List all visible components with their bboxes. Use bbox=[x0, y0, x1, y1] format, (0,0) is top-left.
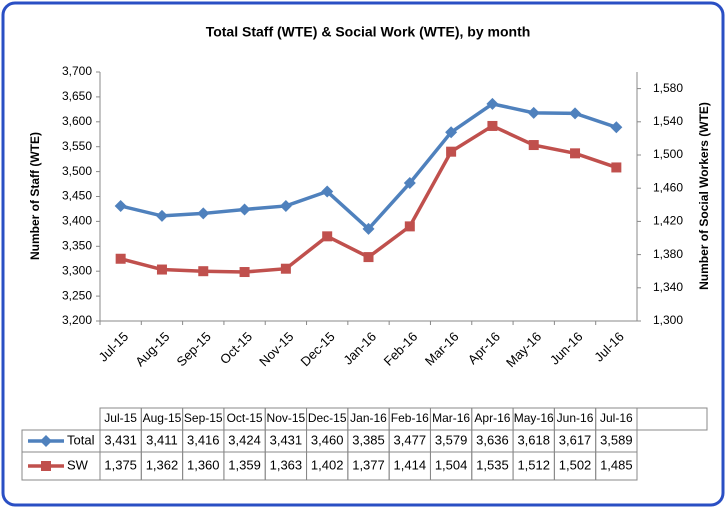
y-tick-label: 3,400 bbox=[62, 214, 92, 228]
table-header: Jul-16 bbox=[600, 411, 633, 425]
data-point bbox=[445, 126, 458, 139]
y2-tick-label: 1,300 bbox=[653, 313, 683, 327]
table-value: 1,414 bbox=[394, 457, 427, 472]
y-tick-label: 3,350 bbox=[62, 238, 92, 252]
data-point bbox=[570, 148, 581, 159]
data-point bbox=[404, 221, 415, 232]
y2-tick-label: 1,500 bbox=[653, 147, 683, 161]
table-value: 3,431 bbox=[270, 432, 303, 447]
data-point bbox=[610, 121, 623, 134]
table-value: 3,579 bbox=[435, 432, 468, 447]
y-tick-label: 3,250 bbox=[62, 288, 92, 302]
data-point bbox=[280, 263, 291, 274]
data-point bbox=[198, 266, 209, 277]
legend-marker bbox=[41, 461, 51, 471]
table-header: Jan-16 bbox=[350, 411, 387, 425]
y-tick-label: 3,700 bbox=[62, 64, 92, 78]
data-point bbox=[362, 222, 375, 235]
y2-axis-label: Number of Social Workers (WTE) bbox=[697, 102, 711, 290]
table-value: 1,377 bbox=[352, 457, 385, 472]
legend-marker bbox=[40, 435, 52, 447]
table-header: Oct-15 bbox=[227, 411, 263, 425]
table-value: 3,431 bbox=[104, 432, 137, 447]
y-tick-label: 3,600 bbox=[62, 114, 92, 128]
table-header: Jun-16 bbox=[557, 411, 594, 425]
y-tick-label: 3,500 bbox=[62, 164, 92, 178]
table-value: 1,512 bbox=[517, 457, 550, 472]
table-header: Aug-15 bbox=[143, 411, 182, 425]
table-value: 1,535 bbox=[476, 457, 509, 472]
y-tick-label: 3,650 bbox=[62, 89, 92, 103]
data-point bbox=[569, 107, 582, 120]
table-value: 3,589 bbox=[600, 432, 633, 447]
y2-tick-label: 1,340 bbox=[653, 280, 683, 294]
data-point bbox=[487, 120, 498, 131]
table-value: 1,375 bbox=[104, 457, 137, 472]
table-value: 1,360 bbox=[187, 457, 220, 472]
data-point bbox=[321, 185, 334, 198]
table-value: 1,359 bbox=[228, 457, 261, 472]
data-point bbox=[238, 203, 251, 216]
table-value: 3,617 bbox=[559, 432, 592, 447]
data-point bbox=[403, 177, 416, 190]
table-header: Sep-15 bbox=[184, 411, 223, 425]
y2-tick-label: 1,540 bbox=[653, 114, 683, 128]
table-value: 1,362 bbox=[146, 457, 179, 472]
data-point bbox=[155, 209, 168, 222]
data-point bbox=[115, 253, 126, 264]
data-point bbox=[197, 207, 210, 220]
y-tick-label: 3,300 bbox=[62, 263, 92, 277]
y-tick-label: 3,200 bbox=[62, 313, 92, 327]
table-header: Nov-15 bbox=[267, 411, 306, 425]
table-header: Feb-16 bbox=[391, 411, 429, 425]
data-point bbox=[446, 146, 457, 157]
y2-tick-label: 1,420 bbox=[653, 214, 683, 228]
data-point bbox=[114, 199, 127, 212]
data-point bbox=[156, 264, 167, 275]
chart-title: Total Staff (WTE) & Social Work (WTE), b… bbox=[206, 24, 531, 40]
data-point bbox=[611, 162, 622, 173]
table-value: 1,402 bbox=[311, 457, 344, 472]
table-cell bbox=[595, 451, 638, 481]
y2-tick-label: 1,580 bbox=[653, 81, 683, 95]
data-point bbox=[528, 140, 539, 151]
table-value: 1,485 bbox=[600, 457, 633, 472]
table-value: 1,504 bbox=[435, 457, 468, 472]
table-header: Dec-15 bbox=[308, 411, 347, 425]
table-value: 3,416 bbox=[187, 432, 220, 447]
table-header: Apr-16 bbox=[474, 411, 510, 425]
y2-tick-label: 1,380 bbox=[653, 247, 683, 261]
data-point bbox=[239, 267, 250, 278]
table-value: 3,385 bbox=[352, 432, 385, 447]
table-value: 1,502 bbox=[559, 457, 592, 472]
table-header: Jul-15 bbox=[104, 411, 137, 425]
table-value: 3,460 bbox=[311, 432, 344, 447]
data-point bbox=[279, 199, 292, 212]
y-axis-label: Number of Staff (WTE) bbox=[28, 132, 42, 260]
table-value: 3,411 bbox=[146, 432, 178, 447]
table-value: 3,477 bbox=[394, 432, 427, 447]
data-point bbox=[527, 106, 540, 119]
data-point bbox=[363, 252, 374, 263]
table-value: 3,424 bbox=[228, 432, 261, 447]
table-value: 1,363 bbox=[270, 457, 303, 472]
y-tick-label: 3,550 bbox=[62, 139, 92, 153]
y2-tick-label: 1,460 bbox=[653, 180, 683, 194]
table-series-name: Total bbox=[67, 432, 95, 447]
table-header: May-16 bbox=[514, 411, 554, 425]
table-series-name: SW bbox=[67, 457, 89, 472]
table-value: 3,636 bbox=[476, 432, 509, 447]
y-tick-label: 3,450 bbox=[62, 189, 92, 203]
data-point bbox=[486, 97, 499, 110]
table-header: Mar-16 bbox=[432, 411, 470, 425]
data-point bbox=[322, 231, 333, 242]
table-value: 3,618 bbox=[517, 432, 550, 447]
